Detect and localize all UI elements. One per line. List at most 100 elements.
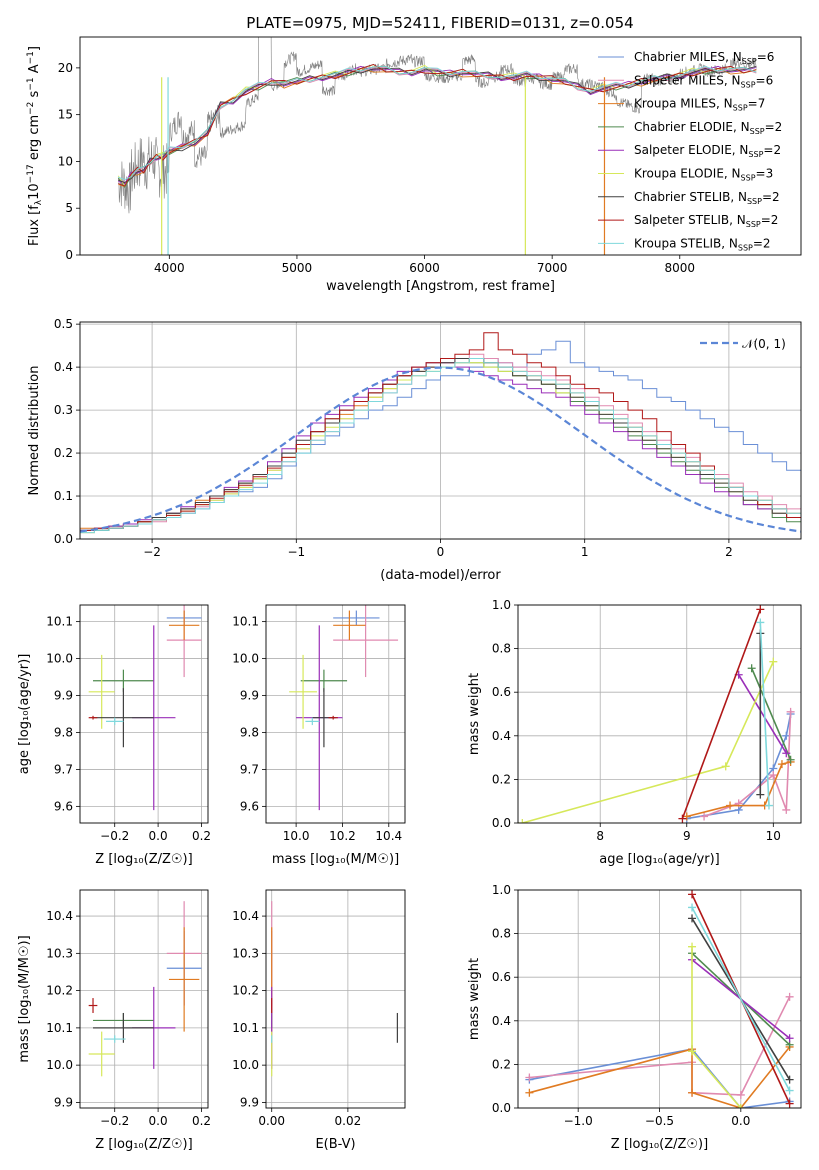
y-tick-label: 0.0 xyxy=(492,816,511,830)
x-tick-label: −2 xyxy=(143,545,161,559)
y-axis-label-part: −1 xyxy=(26,77,36,90)
x-tick-label: 9 xyxy=(683,829,691,843)
legend-label-value: =2 xyxy=(765,120,783,134)
weight-marker xyxy=(678,814,687,823)
x-axis-label: age [log₁₀(age/yr)] xyxy=(599,852,720,867)
y-tick-label: 10.1 xyxy=(46,1021,73,1035)
y-axis-label-part: −1 xyxy=(26,51,36,64)
mass-weight-vs-metallicity-panel: −1.0 −0.5 0.0 0.0 0.2 0.4 0.6 0.8 1.0 Z [log₁₀(Z/… xyxy=(467,883,802,1152)
x-tick-label: 4000 xyxy=(154,261,185,275)
x-tick-label: 0 xyxy=(437,545,445,559)
legend-label-sub: SSP xyxy=(741,174,756,183)
legend-label-text: Kroupa MILES, N xyxy=(634,97,733,111)
weight-line xyxy=(691,946,742,1108)
weight-lines xyxy=(525,890,794,1108)
weight-marker xyxy=(785,1099,794,1108)
x-tick-label: 10.0 xyxy=(283,829,310,843)
x-tick-label: 0.00 xyxy=(258,1114,285,1128)
model-spectrum-line xyxy=(118,66,757,183)
age-vs-mass-panel: 10.0 10.2 10.4 9.6 9.7 9.8 9.9 10.0 10.1 mass [lo… xyxy=(232,604,406,867)
legend-label: Kroupa MILES, NSSP=7 xyxy=(634,97,765,113)
legend-label-text: Kroupa STELIB, N xyxy=(634,236,738,250)
y-tick-label: 0 xyxy=(65,248,73,262)
age-vs-metallicity-panel: −0.2 0.0 0.2 9.6 9.7 9.8 9.9 10.0 10.1 Z [log₁₀(Z… xyxy=(17,604,211,867)
mass-vs-metallicity-panel: −0.2 0.0 0.2 9.9 10.0 10.1 10.2 10.3 10.4 Z [log₁… xyxy=(17,889,211,1152)
y-axis-label-part: −2 xyxy=(26,102,36,115)
y-tick-label: 20 xyxy=(58,61,73,75)
axes-frame xyxy=(79,889,209,1109)
y-axis-label-part: erg cm xyxy=(27,115,42,164)
x-tick-label: 0.2 xyxy=(192,829,211,843)
axes-frame xyxy=(517,889,802,1109)
y-tick-label: 1.0 xyxy=(492,598,511,612)
x-axis-label: (data-model)/error xyxy=(380,568,501,583)
x-axis-label: Z [log₁₀(Z/Z☉)] xyxy=(95,852,192,867)
x-tick-label: 8 xyxy=(596,829,604,843)
weight-marker xyxy=(688,914,697,923)
legend-label: 𝒩(0, 1) xyxy=(742,337,786,351)
y-tick-label: 0.8 xyxy=(492,642,511,656)
residual-histogram xyxy=(80,332,801,539)
weight-marker xyxy=(756,618,765,627)
residual-histogram-panel: −2 −1 0 1 2 0.0 0.1 0.2 0.3 0.4 0.5 (data-model)/er… xyxy=(27,317,802,583)
weight-marker xyxy=(786,707,795,716)
legend-label-text: Chabrier STELIB, N xyxy=(634,190,747,204)
weight-marker xyxy=(688,903,697,912)
weight-marker xyxy=(747,664,756,673)
legend-label: Salpeter MILES, NSSP=6 xyxy=(634,73,773,89)
y-tick-label: 10.0 xyxy=(46,1058,73,1072)
y-tick-label: 10.0 xyxy=(46,652,73,666)
legend-label-value: =7 xyxy=(748,97,766,111)
weight-marker xyxy=(769,771,778,780)
x-tick-label: 1 xyxy=(581,545,589,559)
weight-line xyxy=(522,661,775,823)
weight-marker xyxy=(756,605,765,614)
x-tick-label: 10.2 xyxy=(329,829,356,843)
x-tick-label: −0.5 xyxy=(645,1114,674,1128)
y-tick-label: 10.3 xyxy=(46,946,73,960)
x-tick-label: −1.0 xyxy=(564,1114,593,1128)
legend-label-text: Salpeter MILES, N xyxy=(634,73,741,87)
y-tick-label: 0.2 xyxy=(54,446,73,460)
axes-frame xyxy=(79,604,209,824)
y-tick-label: 0.1 xyxy=(54,489,73,503)
y-tick-label: 9.6 xyxy=(240,799,259,813)
legend-label-value: =2 xyxy=(762,190,780,204)
legend-label-text: Chabrier ELODIE, N xyxy=(634,120,750,134)
x-tick-label: 2 xyxy=(725,545,733,559)
error-bars xyxy=(289,605,399,811)
weight-marker xyxy=(688,1047,697,1056)
legend-label-sub: SSP xyxy=(747,197,762,206)
x-tick-label: −0.2 xyxy=(100,829,129,843)
weight-marker xyxy=(786,755,795,764)
x-tick-label: −0.2 xyxy=(100,1114,129,1128)
legend-label: Kroupa STELIB, NSSP=2 xyxy=(634,236,771,252)
axes-frame xyxy=(517,604,802,824)
legend-label-text: Salpeter ELODIE, N xyxy=(634,143,748,157)
y-tick-label: 0.0 xyxy=(54,532,73,546)
mass-vs-extinction-panel: 0.00 0.02 9.9 10.0 10.1 10.2 10.3 10.4 E(B-V) xyxy=(232,889,406,1152)
x-axis-label: mass [log₁₀(M/M☉)] xyxy=(272,852,399,867)
x-tick-label: 10.4 xyxy=(375,829,402,843)
weight-marker xyxy=(785,1075,794,1084)
legend-label-sub: SSP xyxy=(742,57,757,66)
y-tick-label: 10.3 xyxy=(232,946,259,960)
mass-weight-vs-age-panel: 8 9 10 0.0 0.2 0.4 0.6 0.8 1.0 age [log₁₀(age/yr)… xyxy=(467,598,802,867)
legend-label-text: Kroupa ELODIE, N xyxy=(634,167,741,181)
legend-label: Chabrier ELODIE, NSSP=2 xyxy=(634,120,782,136)
model-spectrum-line xyxy=(118,64,757,187)
y-tick-label: 10.1 xyxy=(232,615,259,629)
y-tick-label: 10 xyxy=(58,154,73,168)
x-tick-label: 5000 xyxy=(282,261,313,275)
legend-label-sub: SSP xyxy=(746,220,761,229)
weight-marker xyxy=(682,812,691,821)
weight-marker xyxy=(785,1086,794,1095)
weight-marker xyxy=(756,790,765,799)
legend-label: Chabrier STELIB, NSSP=2 xyxy=(634,190,780,206)
legend-label-text: Salpeter STELIB, N xyxy=(634,213,746,227)
weight-marker xyxy=(688,942,697,951)
weight-line xyxy=(750,667,792,761)
weight-marker xyxy=(700,812,709,821)
